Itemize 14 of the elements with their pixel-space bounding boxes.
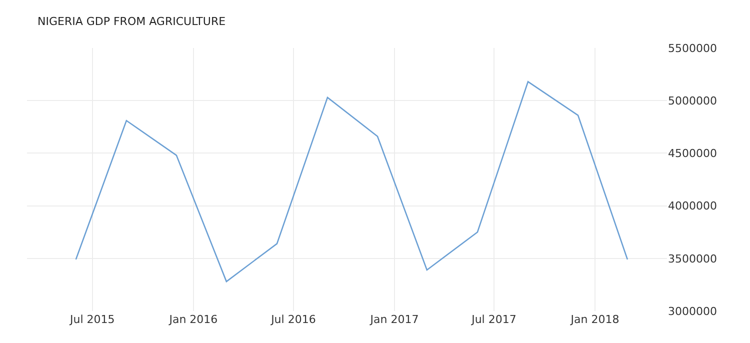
y-tick-label: 5000000 (668, 94, 717, 108)
x-tick-label: Jul 2017 (470, 313, 516, 326)
y-tick-label: 3000000 (668, 304, 717, 318)
y-tick-label: 5500000 (668, 42, 717, 55)
chart-title: NIGERIA GDP FROM AGRICULTURE (38, 14, 226, 28)
x-tick-label: Jul 2016 (270, 313, 316, 326)
x-tick-label: Jan 2017 (369, 313, 419, 326)
line-series (75, 81, 628, 282)
y-tick-label: 4500000 (668, 147, 717, 160)
y-tick-label: 4000000 (668, 200, 717, 213)
y-tick-label: 3500000 (668, 252, 717, 266)
x-tick-label: Jan 2016 (168, 313, 218, 326)
x-tick-label: Jul 2015 (68, 313, 115, 326)
x-tick-label: Jan 2018 (570, 313, 620, 326)
